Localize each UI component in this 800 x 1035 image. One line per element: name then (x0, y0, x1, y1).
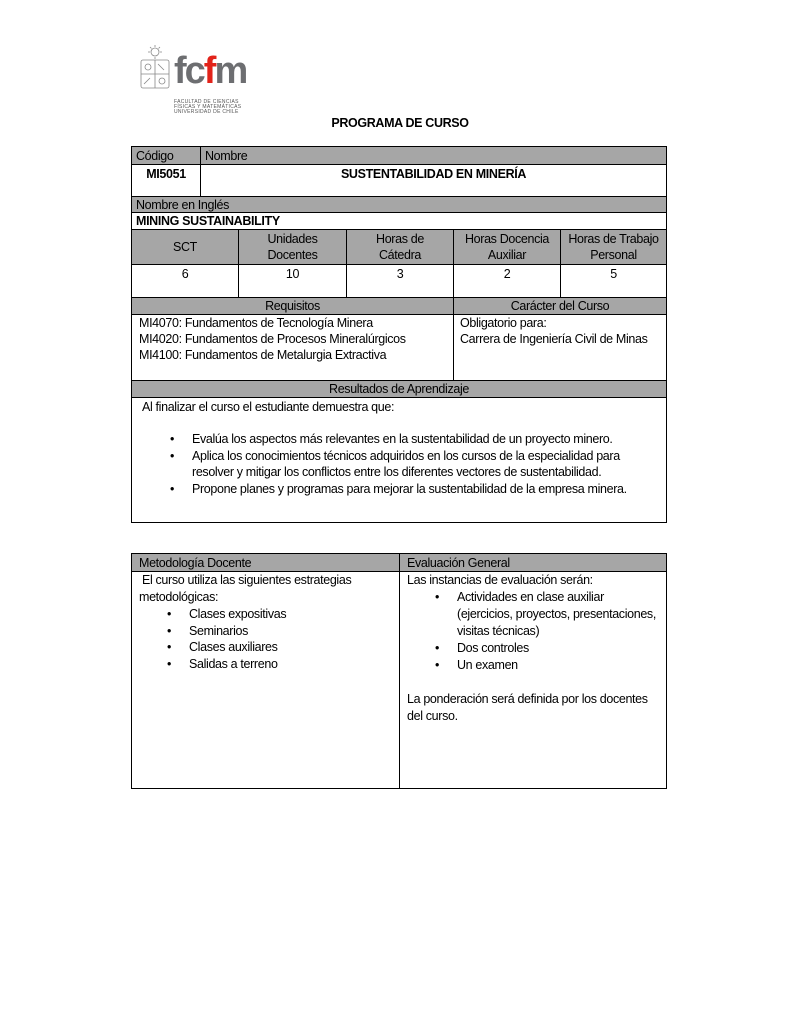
metodologia-label: Metodología Docente (131, 553, 400, 572)
hours-header-personal: Horas de Trabajo Personal (560, 229, 667, 265)
english-name-label: Nombre en Inglés (131, 196, 667, 213)
resultado-item: Evalúa los aspectos más relevantes en la… (142, 431, 636, 448)
logo-subtitle: FACULTAD DE CIENCIAS FÍSICAS Y MATEMÁTICA… (174, 99, 242, 115)
english-name: MINING SUSTAINABILITY (131, 212, 667, 230)
metodologia-content: El curso utiliza las siguientes estrateg… (131, 571, 400, 789)
evaluacion-item: Actividades en clase auxiliar (ejercicio… (407, 589, 659, 640)
evaluacion-item: Dos controles (407, 640, 659, 657)
hours-value-personal: 5 (560, 264, 667, 298)
evaluacion-note: La ponderación será definida por los doc… (407, 692, 648, 723)
evaluacion-list: Actividades en clase auxiliar (ejercicio… (407, 589, 659, 674)
caracter-label: Carácter del Curso (453, 297, 667, 315)
resultado-item: Aplica los conocimientos técnicos adquir… (142, 448, 636, 481)
resultados-list: Evalúa los aspectos más relevantes en la… (142, 431, 656, 497)
resultado-item: Propone planes y programas para mejorar … (142, 481, 636, 498)
metodologia-item: Seminarios (139, 623, 392, 640)
evaluacion-label: Evaluación General (399, 553, 667, 572)
hours-value-catedra: 3 (346, 264, 454, 298)
metodologia-item: Clases auxiliares (139, 639, 392, 656)
requisito-item: MI4020: Fundamentos de Procesos Mineralú… (139, 332, 406, 346)
hours-value-auxiliar: 2 (453, 264, 561, 298)
caracter-content: Obligatorio para: Carrera de Ingeniería … (453, 314, 667, 381)
name-label: Nombre (200, 146, 667, 165)
fcfm-wordmark: fcfm (174, 50, 248, 92)
code-label: Código (131, 146, 201, 165)
hours-value-unidades: 10 (238, 264, 347, 298)
hours-header-catedra: Horas de Cátedra (346, 229, 454, 265)
hours-header-unidades: Unidades Docentes (238, 229, 347, 265)
resultados-content: Al finalizar el curso el estudiante demu… (131, 397, 667, 523)
university-crest-icon (140, 45, 170, 89)
resultados-intro: Al finalizar el curso el estudiante demu… (142, 400, 395, 414)
metodologia-list: Clases expositivas Seminarios Clases aux… (139, 606, 392, 672)
fcfm-logo: fcfm FACULTAD DE CIENCIAS FÍSICAS Y MATEM… (138, 44, 258, 118)
evaluacion-intro: Las instancias de evaluación serán: (407, 573, 593, 587)
evaluacion-item: Un examen (407, 657, 659, 674)
metodologia-intro: El curso utiliza las siguientes estrateg… (139, 573, 352, 604)
requisitos-list: MI4070: Fundamentos de Tecnología Minera… (131, 314, 454, 381)
evaluacion-content: Las instancias de evaluación serán: Acti… (399, 571, 667, 789)
metodologia-item: Clases expositivas (139, 606, 392, 623)
resultados-label: Resultados de Aprendizaje (131, 380, 667, 398)
requisitos-label: Requisitos (131, 297, 454, 315)
hours-header-sct: SCT (131, 229, 239, 265)
page-title: PROGRAMA DE CURSO (331, 116, 469, 130)
metodologia-item: Salidas a terreno (139, 656, 392, 673)
requisito-item: MI4100: Fundamentos de Metalurgia Extrac… (139, 348, 387, 362)
course-name: SUSTENTABILIDAD EN MINERÍA (200, 164, 667, 197)
hours-value-sct: 6 (131, 264, 239, 298)
requisito-item: MI4070: Fundamentos de Tecnología Minera (139, 316, 373, 330)
hours-header-auxiliar: Horas Docencia Auxiliar (453, 229, 561, 265)
caracter-line: Obligatorio para: (460, 316, 547, 330)
caracter-line: Carrera de Ingeniería Civil de Minas (460, 332, 648, 346)
course-code: MI5051 (131, 164, 201, 197)
